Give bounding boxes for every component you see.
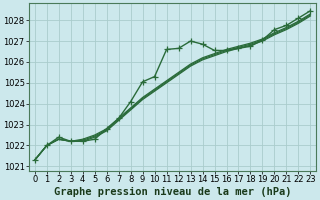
- X-axis label: Graphe pression niveau de la mer (hPa): Graphe pression niveau de la mer (hPa): [54, 186, 291, 197]
